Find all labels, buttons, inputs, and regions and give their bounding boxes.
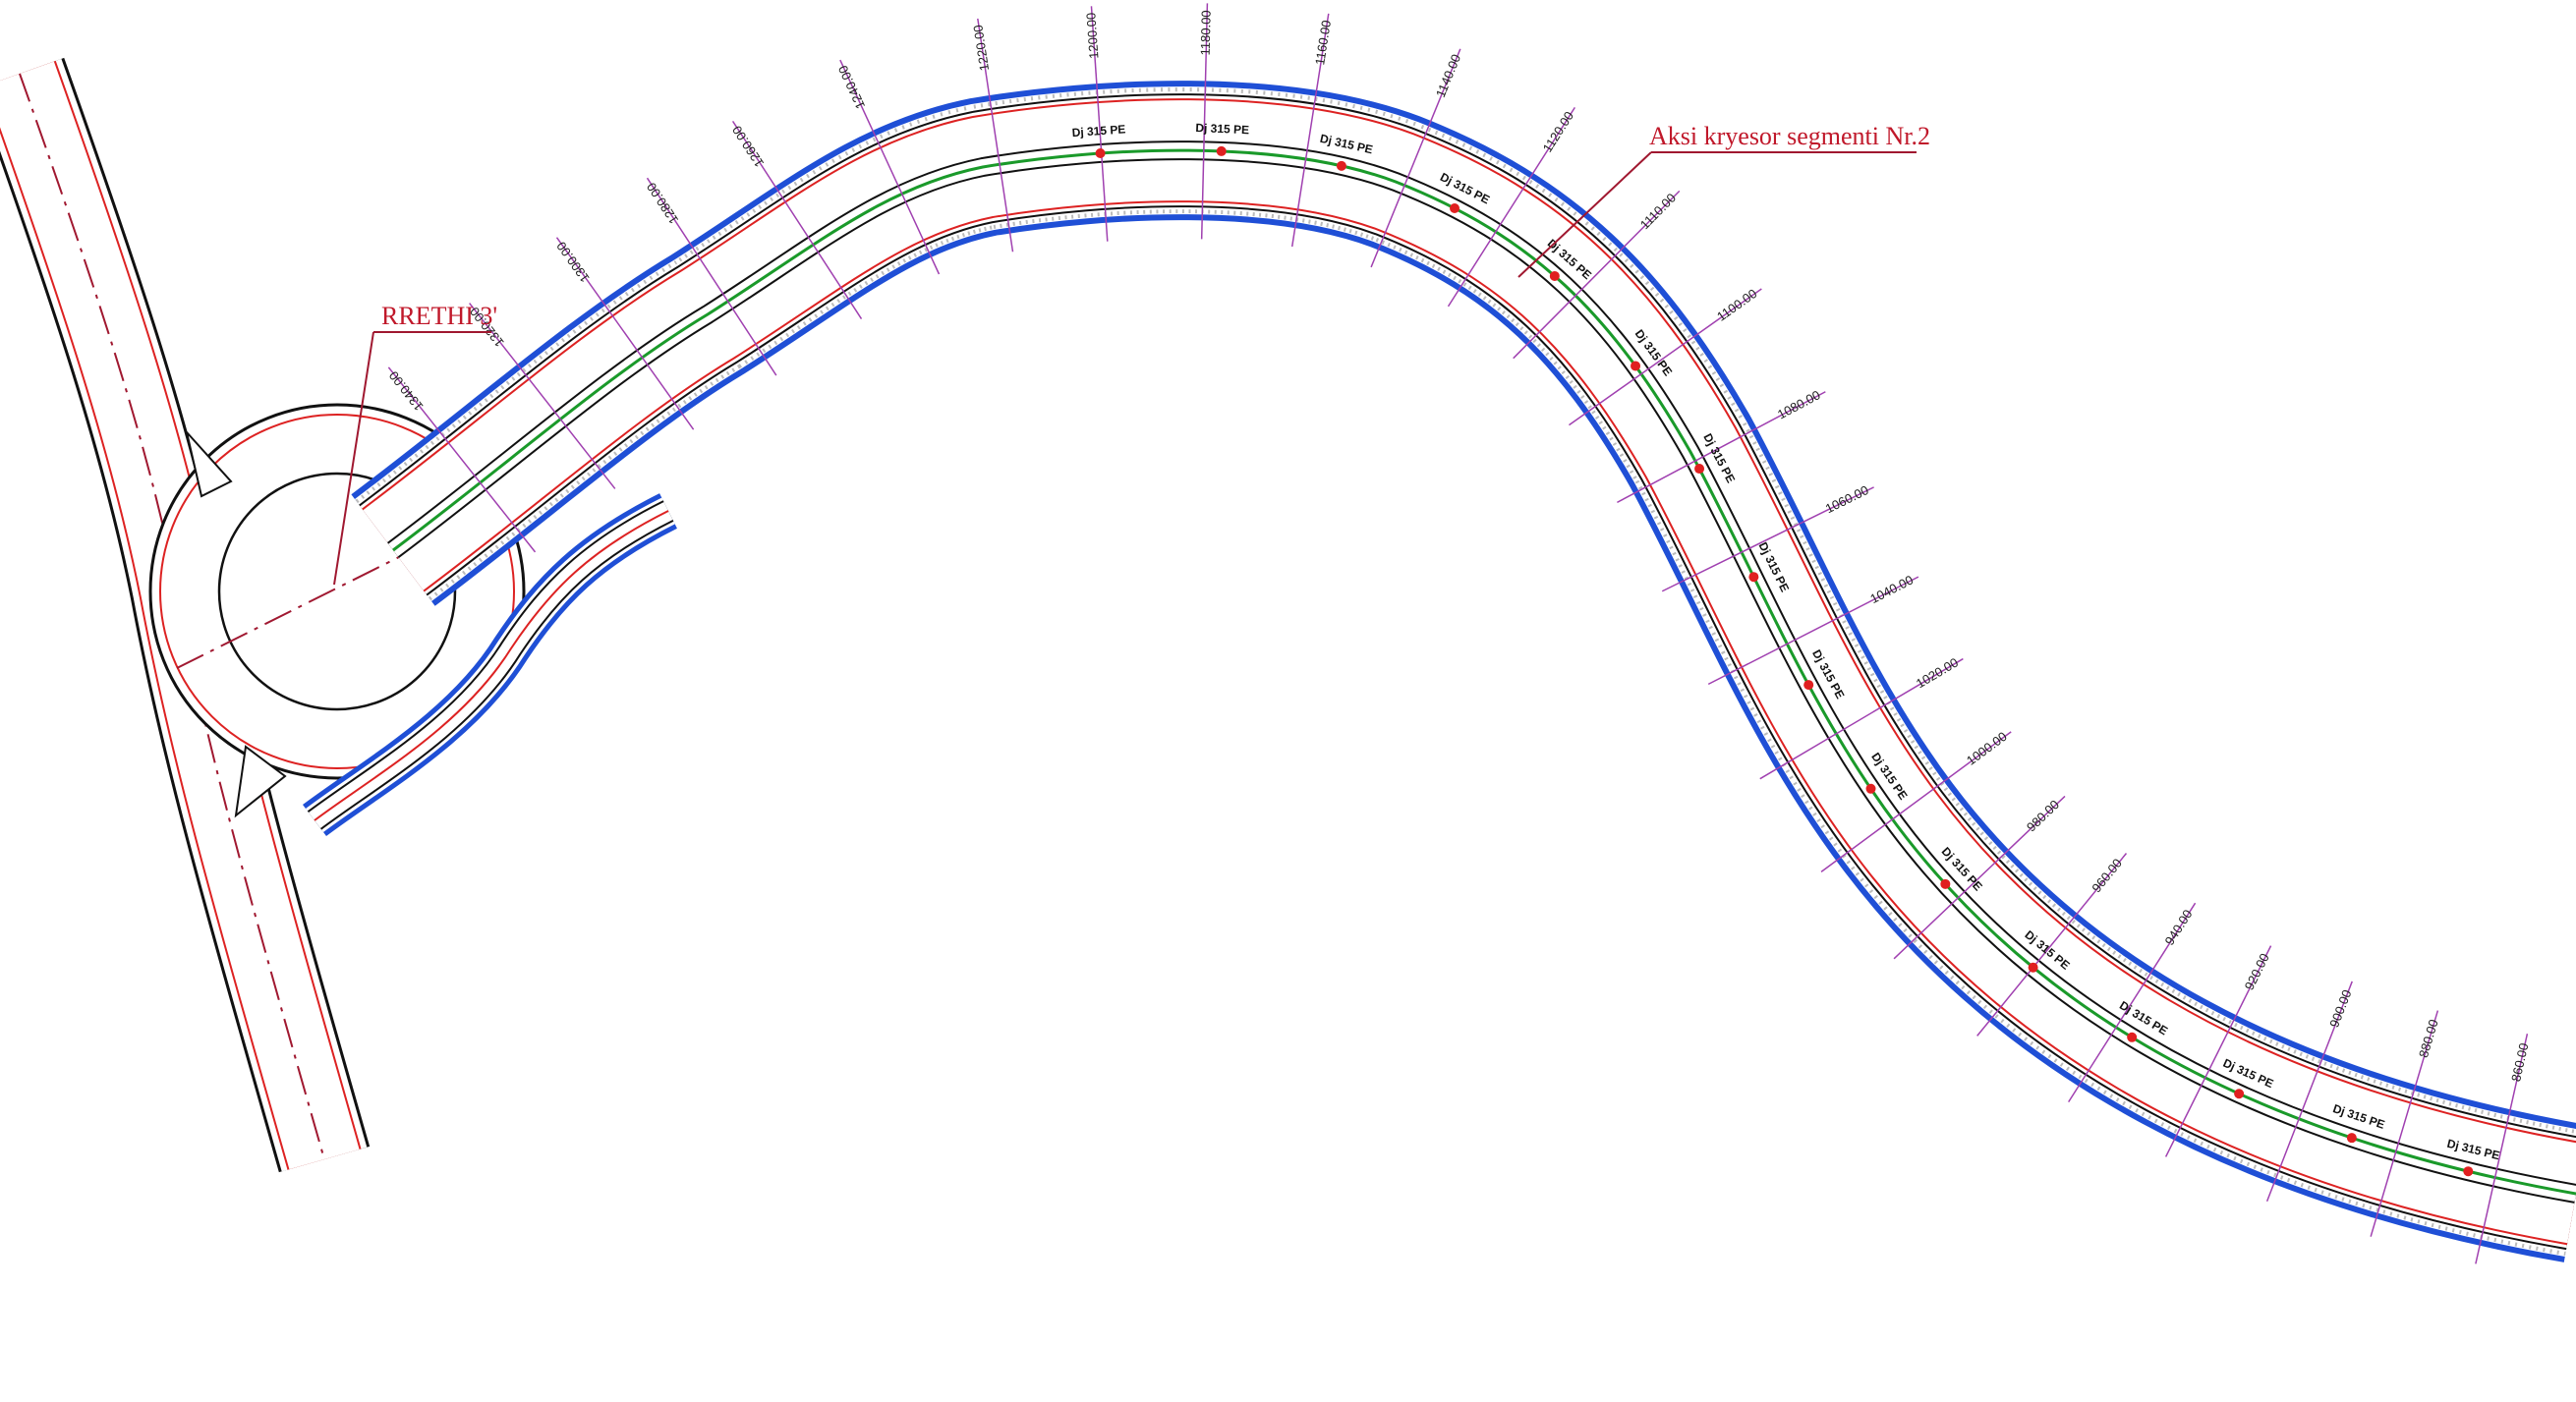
valve-marker	[2028, 962, 2038, 973]
cross-section	[1370, 48, 1461, 268]
station-label: 1200.00	[1083, 12, 1101, 59]
station-label: 1040.00	[1867, 572, 1916, 606]
cross-section	[1707, 576, 1919, 686]
valve-marker	[2463, 1166, 2474, 1177]
annotations: RRETHI 3' Aksi kryesor segmenti Nr.2	[333, 122, 1930, 586]
valve-marker	[1803, 680, 1814, 691]
station-label: 1110.00	[1637, 191, 1679, 233]
cross-section	[1759, 657, 1964, 780]
valve-marker	[1865, 783, 1876, 794]
valve-marker	[1631, 361, 1641, 371]
station-label: 1300.00	[553, 239, 592, 285]
cross-section	[1290, 13, 1330, 248]
roundabout-label: RRETHI 3'	[381, 302, 497, 330]
valve-marker	[2234, 1089, 2245, 1099]
station-label: 1340.00	[386, 368, 427, 414]
cross-section	[1617, 391, 1826, 504]
leader-line	[1517, 151, 1652, 278]
valve-marker	[1450, 203, 1460, 214]
valve-marker	[1748, 572, 1759, 583]
cross-section	[2164, 945, 2272, 1157]
axis-label: Aksi kryesor segmenti Nr.2	[1649, 122, 1930, 150]
cross-section	[2475, 1034, 2529, 1264]
cross-section	[555, 237, 695, 430]
station-label: 1000.00	[1964, 729, 2010, 768]
cross-section	[1513, 190, 1681, 360]
station-label: 980.00	[2024, 797, 2062, 834]
cross-section	[1569, 288, 1762, 426]
cross-section	[839, 59, 941, 275]
cross-section	[2370, 1010, 2439, 1237]
cross-section	[731, 120, 863, 319]
station-label: 1060.00	[1823, 482, 1871, 516]
valve-marker	[1216, 145, 1227, 156]
cross-section	[977, 18, 1014, 252]
cross-section	[2265, 981, 2353, 1203]
station-label: 1080.00	[1775, 387, 1823, 421]
cross-section	[1200, 3, 1209, 240]
pipe-label: Dj 315 PE	[1071, 122, 1126, 140]
station-label: 960.00	[2089, 856, 2125, 895]
cross-section	[1661, 486, 1874, 592]
valve-marker	[2127, 1032, 2138, 1042]
cross-section	[387, 366, 537, 553]
cross-section	[1893, 795, 2066, 960]
valve-marker	[2346, 1133, 2357, 1144]
valve-marker	[1940, 878, 1951, 889]
station-label: 1160.00	[1312, 19, 1334, 66]
main-road	[393, 150, 2576, 1194]
cross-section	[646, 177, 777, 376]
station-label: 1260.00	[729, 123, 767, 170]
station-label: 1020.00	[1914, 654, 1961, 691]
valve-marker	[1336, 160, 1346, 171]
valve-marker	[1095, 148, 1106, 159]
station-label: 1120.00	[1540, 109, 1576, 155]
station-label: 880.00	[2416, 1018, 2441, 1059]
valve-marker	[1694, 464, 1705, 475]
cross-section	[469, 303, 616, 489]
pipe-label: Dj 315 PE	[1195, 121, 1249, 137]
station-label: 860.00	[2508, 1041, 2531, 1083]
station-label: 940.00	[2162, 907, 2196, 948]
cross-section	[1090, 6, 1109, 242]
station-label: 1180.00	[1198, 10, 1214, 55]
valve-marker	[1549, 270, 1560, 281]
station-label: 900.00	[2326, 987, 2354, 1029]
cross-section	[1447, 106, 1575, 308]
cross-section	[1820, 731, 2012, 872]
station-label: 920.00	[2242, 951, 2272, 992]
cross-section	[1976, 853, 2128, 1037]
station-label: 1280.00	[644, 180, 681, 227]
cross-section	[2068, 902, 2197, 1103]
station-label: 1100.00	[1714, 286, 1759, 324]
station-label: 1140.00	[1433, 52, 1463, 99]
station-label: 1220.00	[970, 24, 992, 72]
station-label: 1240.00	[835, 63, 868, 111]
leader-line	[333, 331, 374, 586]
